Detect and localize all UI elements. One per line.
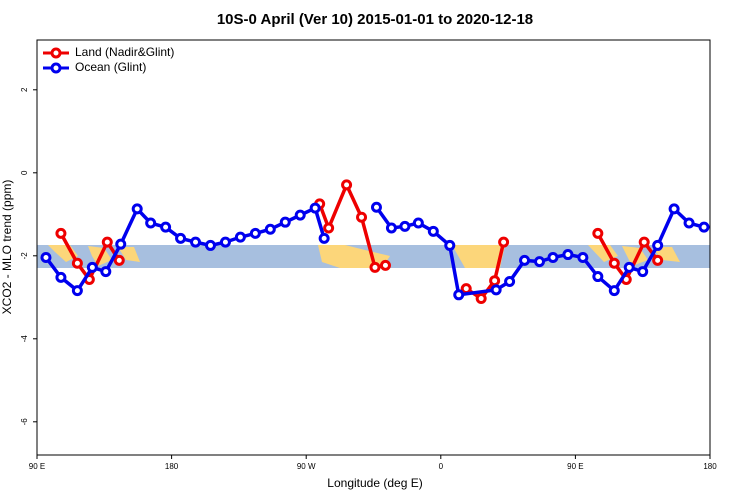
data-point [131,203,143,215]
data-point [547,251,559,263]
data-point [279,216,291,228]
data-point [294,209,306,221]
data-point [100,266,112,278]
data-point [385,222,397,234]
land [452,245,505,268]
data-point [498,236,510,248]
data-point [592,271,604,283]
data-point [55,271,67,283]
legend-marker [50,47,62,59]
x-tick-label: 180 [703,462,717,471]
data-point [86,261,98,273]
x-tick-label: 90 W [297,462,316,471]
legend-label: Land (Nadir&Glint) [75,45,174,59]
data-point [370,201,382,213]
data-point [427,225,439,237]
data-point [683,217,695,229]
legend-label: Ocean (Glint) [75,60,146,74]
data-point [190,236,202,248]
data-point [638,236,650,248]
data-point [249,227,261,239]
data-point [504,276,516,288]
data-point [160,221,172,233]
data-point [318,232,330,244]
data-point [608,285,620,297]
data-point [489,275,501,287]
x-tick-label: 90 E [567,462,583,471]
data-point [101,236,113,248]
y-tick-label: 2 [20,87,29,92]
data-point [175,232,187,244]
data-point [412,217,424,229]
y-tick-label: -2 [20,252,29,260]
data-point [369,261,381,273]
data-point [356,211,368,223]
data-point [40,251,52,263]
series-line [375,205,705,297]
y-tick-label: -6 [20,418,29,426]
data-point [71,257,83,269]
data-point [490,284,502,296]
data-point [608,257,620,269]
data-point [637,266,649,278]
data-point [234,231,246,243]
x-tick-label: 90 E [29,462,45,471]
data-point [623,261,635,273]
y-tick-label: 0 [20,170,29,175]
data-point [652,254,664,266]
data-point [475,293,487,305]
data-point [444,239,456,251]
legend-marker [50,62,62,74]
data-point [577,251,589,263]
data-point [519,254,531,266]
data-point [453,289,465,301]
data-point [379,259,391,271]
data-point [341,179,353,191]
data-point [71,285,83,297]
data-point [323,222,335,234]
y-tick-label: -4 [20,335,29,343]
data-point [219,236,231,248]
data-point [204,239,216,251]
x-tick-label: 180 [165,462,179,471]
y-axis-label: XCO2 - MLO trend (ppm) [0,180,14,315]
data-point [264,223,276,235]
data-point [562,249,574,261]
data-point [145,217,157,229]
data-point [460,283,472,295]
x-axis-label: Longitude (deg E) [327,476,422,490]
data-point [652,239,664,251]
data-point [534,256,546,268]
chart-title: 10S-0 April (Ver 10) 2015-01-01 to 2020-… [217,11,533,28]
data-point [668,203,680,215]
data-point [55,227,67,239]
data-point [113,254,125,266]
data-point [592,227,604,239]
plot-frame [36,39,711,456]
data-point [115,238,127,250]
data-point [399,220,411,232]
x-tick-label: 0 [439,462,444,471]
data-point [698,221,710,233]
data-point [309,202,321,214]
